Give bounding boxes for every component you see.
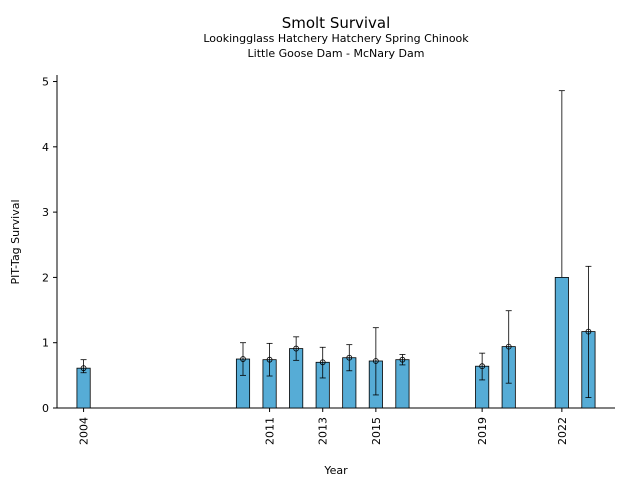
- y-tick-label: 4: [42, 141, 49, 154]
- x-tick-label: 2013: [317, 417, 330, 445]
- point-marker: [399, 356, 406, 363]
- chart-subtitle-line-2: Little Goose Dam - McNary Dam: [248, 47, 425, 60]
- bar: [554, 277, 569, 409]
- point-marker: [240, 356, 246, 362]
- y-tick-label: 0: [42, 402, 49, 415]
- point-marker: [372, 358, 379, 364]
- bar: [395, 359, 410, 409]
- x-tick-label: 2004: [78, 417, 91, 445]
- x-axis-label: Year: [323, 464, 348, 477]
- point-marker: [293, 345, 300, 352]
- y-tick-label: 3: [42, 206, 49, 219]
- plot-area: 0 1 2 3 4 5 2004 2011 2013 2015 2019 2022: [42, 75, 615, 445]
- y-tick-label: 2: [42, 271, 49, 284]
- point-marker: [585, 328, 592, 335]
- x-tick-label: 2015: [370, 417, 383, 445]
- chart-title: Smolt Survival: [282, 14, 391, 32]
- point-marker: [505, 343, 512, 350]
- x-tick-label: 2019: [476, 417, 489, 445]
- x-tick-label: 2022: [556, 417, 569, 445]
- point-marker: [479, 363, 486, 370]
- bar: [76, 367, 91, 409]
- point-marker: [319, 359, 326, 366]
- x-tick-label: 2011: [264, 417, 277, 445]
- point-marker: [266, 356, 273, 363]
- point-marker: [346, 354, 353, 361]
- chart-subtitle-line-1: Lookingglass Hatchery Hatchery Spring Ch…: [203, 32, 469, 45]
- y-axis-label: PIT-Tag Survival: [9, 199, 22, 284]
- y-tick-label: 5: [42, 76, 49, 89]
- point-marker: [80, 365, 87, 372]
- y-tick-label: 1: [42, 337, 49, 350]
